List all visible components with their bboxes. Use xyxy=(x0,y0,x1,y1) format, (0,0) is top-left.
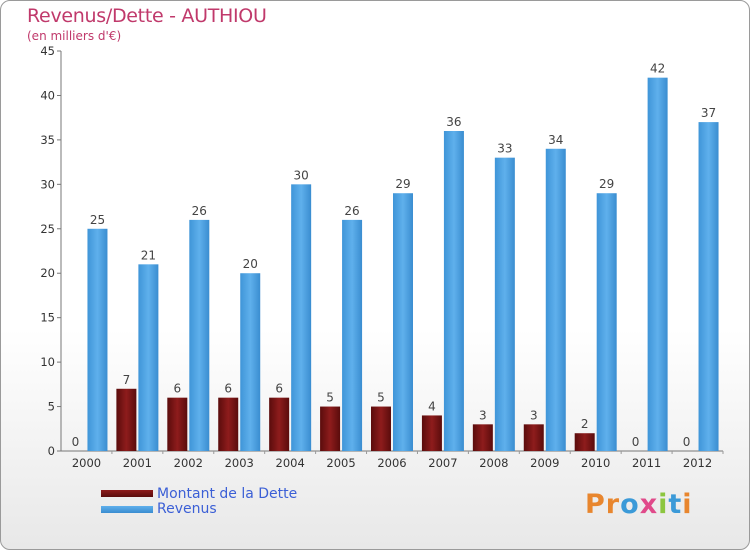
bar-dette xyxy=(320,406,341,451)
data-label: 37 xyxy=(701,106,716,120)
y-tick-label: 25 xyxy=(40,222,55,236)
data-label: 26 xyxy=(344,204,359,218)
data-label: 6 xyxy=(224,382,232,396)
bar-revenus xyxy=(545,148,566,451)
x-tick-label: 2000 xyxy=(72,456,101,470)
x-tick-label: 2012 xyxy=(683,456,712,470)
bar-dette xyxy=(167,397,188,451)
bar-revenus xyxy=(596,193,617,451)
data-label: 25 xyxy=(90,213,105,227)
bar-dette xyxy=(472,424,493,451)
x-tick-label: 2008 xyxy=(479,456,508,470)
legend-label-revenus: Revenus xyxy=(157,501,217,517)
data-label: 42 xyxy=(650,62,665,76)
x-tick-label: 2002 xyxy=(174,456,203,470)
y-tick-label: 5 xyxy=(48,400,55,414)
data-label: 3 xyxy=(479,408,487,422)
bar-dette xyxy=(523,424,544,451)
bars-layer xyxy=(87,77,719,452)
data-label: 0 xyxy=(683,435,691,449)
data-label: 26 xyxy=(192,204,207,218)
chart-title: Revenus/Dette - AUTHIOU xyxy=(27,5,267,27)
labels-layer: 2000 2001 2002 2003 2004 2005 2006 2007 2008 2009… xyxy=(72,62,717,470)
bar-revenus xyxy=(698,122,719,451)
x-tick-label: 2011 xyxy=(632,456,661,470)
bar-revenus xyxy=(189,219,210,451)
x-tick-label: 2006 xyxy=(377,456,406,470)
data-label: 33 xyxy=(497,142,512,156)
x-tick-label: 2007 xyxy=(428,456,457,470)
bar-revenus xyxy=(647,77,668,452)
data-label: 3 xyxy=(530,408,538,422)
legend-swatch-dette xyxy=(101,490,153,497)
data-label: 5 xyxy=(326,391,334,405)
legend-swatch-revenus xyxy=(101,506,153,513)
x-tick-label: 2004 xyxy=(276,456,305,470)
bar-dette xyxy=(574,433,595,451)
bar-dette xyxy=(371,406,391,451)
data-label: 21 xyxy=(141,248,156,262)
y-tick-label: 40 xyxy=(40,88,55,102)
data-label: 29 xyxy=(599,177,614,191)
data-label: 36 xyxy=(446,115,461,129)
data-label: 0 xyxy=(632,435,640,449)
y-tick-label: 15 xyxy=(40,311,55,325)
data-label: 0 xyxy=(72,435,80,449)
bar-revenus xyxy=(291,184,312,452)
y-tick-label: 35 xyxy=(40,133,55,147)
y-tick-label: 20 xyxy=(40,266,55,280)
y-tick-label: 0 xyxy=(48,444,55,458)
data-label: 7 xyxy=(123,373,131,387)
y-tick-label: 30 xyxy=(40,177,55,191)
data-label: 30 xyxy=(294,168,309,182)
data-label: 20 xyxy=(243,257,258,271)
data-label: 34 xyxy=(548,133,563,147)
bar-revenus xyxy=(494,157,515,451)
chart-subtitle: (en milliers d'€) xyxy=(27,29,122,43)
bar-revenus xyxy=(443,131,464,451)
x-tick-label: 2010 xyxy=(581,456,610,470)
bar-revenus xyxy=(240,273,261,451)
y-tick-label: 45 xyxy=(40,44,55,58)
bar-dette xyxy=(116,388,137,451)
x-tick-label: 2003 xyxy=(225,456,254,470)
proxiti-logo: Proxiti xyxy=(585,489,693,520)
x-tick-label: 2005 xyxy=(326,456,355,470)
data-label: 6 xyxy=(275,382,283,396)
bar-revenus xyxy=(138,264,159,451)
data-label: 2 xyxy=(581,417,589,431)
bar-revenus xyxy=(87,228,108,451)
data-label: 5 xyxy=(377,391,385,405)
bar-dette xyxy=(218,397,239,451)
bar-dette xyxy=(421,415,442,451)
y-tick-label: 10 xyxy=(40,355,55,369)
bar-revenus xyxy=(342,219,363,451)
data-label: 6 xyxy=(173,382,181,396)
data-label: 4 xyxy=(428,399,436,413)
x-tick-label: 2009 xyxy=(530,456,559,470)
data-label: 29 xyxy=(395,177,410,191)
bar-dette xyxy=(269,397,290,451)
x-tick-label: 2001 xyxy=(123,456,152,470)
bar-revenus xyxy=(393,193,413,451)
legend-label-dette: Montant de la Dette xyxy=(157,486,298,502)
